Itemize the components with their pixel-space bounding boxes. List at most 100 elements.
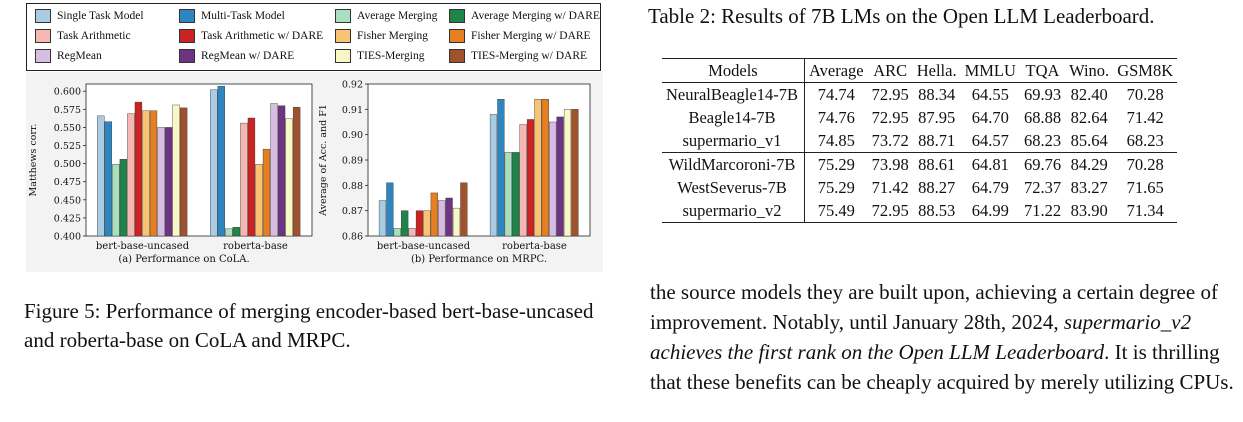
bar-average-merging-bert-base-uncased bbox=[393, 228, 401, 237]
y-tick-label: 0.450 bbox=[54, 195, 81, 206]
cell-wino: 84.29 bbox=[1070, 154, 1108, 174]
y-tick-label: 0.600 bbox=[54, 87, 81, 98]
legend-swatch bbox=[449, 9, 465, 23]
header-gsm8k: GSM8K bbox=[1117, 60, 1174, 80]
bar-multi-task-model-roberta-base bbox=[217, 85, 225, 237]
cell-mmlu: 64.79 bbox=[971, 177, 1009, 197]
cell-gsm8k: 71.42 bbox=[1126, 107, 1164, 127]
bar-average-merging-roberta-base bbox=[225, 228, 233, 237]
header-models: Models bbox=[662, 58, 805, 83]
legend-label: RegMean bbox=[57, 50, 102, 62]
cell-hella: 88.61 bbox=[918, 154, 956, 174]
cell-hella: 88.27 bbox=[918, 177, 956, 197]
bar-regmean-w-dare-bert-base-uncased bbox=[164, 127, 173, 237]
legend-swatch bbox=[335, 9, 351, 23]
header-average: Average bbox=[808, 60, 864, 80]
bar-single-task-model-bert-base-uncased bbox=[97, 115, 105, 237]
cell-tqa: 69.76 bbox=[1023, 154, 1062, 174]
bar-single-task-model-roberta-base bbox=[210, 89, 218, 237]
bar-regmean-w-dare-roberta-base bbox=[556, 116, 564, 237]
bar-ties-merging-w-dare-bert-base-uncased bbox=[179, 107, 188, 237]
bar-regmean-roberta-base bbox=[549, 121, 557, 237]
y-tick-label: 0.88 bbox=[342, 181, 363, 192]
bar-task-arithmetic-roberta-base bbox=[519, 124, 527, 237]
cell-mmlu: 64.57 bbox=[971, 130, 1009, 150]
cell-average: 74.76 bbox=[817, 107, 855, 127]
bar-ties-merging-w-dare-roberta-base bbox=[571, 109, 579, 237]
y-tick-label: 0.425 bbox=[54, 213, 81, 224]
legend-swatch bbox=[35, 9, 51, 23]
table-row: supermario_v1 74.85 73.72 88.71 64.57 68… bbox=[662, 129, 1177, 153]
y-tick-label: 0.550 bbox=[54, 123, 81, 134]
y-axis-label: Average of Acc. and F1 bbox=[318, 104, 329, 217]
legend-label: Multi-Task Model bbox=[201, 10, 285, 22]
legend-entry-multi-task-model: Multi-Task Model bbox=[179, 9, 285, 23]
bar-fisher-merging-roberta-base bbox=[255, 164, 263, 237]
bar-task-arithmetic-w-dare-roberta-base bbox=[247, 117, 256, 237]
y-tick-label: 0.400 bbox=[54, 232, 81, 243]
header-arc: ARC bbox=[873, 60, 908, 80]
bar-task-arithmetic-w-dare-roberta-base bbox=[526, 119, 535, 237]
cell-mmlu: 64.99 bbox=[971, 200, 1009, 220]
figure-caption: Figure 5: Performance of merging encoder… bbox=[24, 299, 594, 352]
cell-tqa: 71.22 bbox=[1023, 200, 1062, 220]
legend-entry-ties-merging: TIES-Merging bbox=[335, 49, 425, 63]
table-header-row: Models Average ARC Hella. MMLU TQA Wino.… bbox=[662, 58, 1178, 83]
cell-average: 75.29 bbox=[817, 154, 855, 174]
legend-entry-fisher-merging-w-dare: Fisher Merging w/ DARE bbox=[449, 29, 591, 43]
bar-task-arithmetic-bert-base-uncased bbox=[408, 228, 416, 237]
bar-fisher-merging-bert-base-uncased bbox=[142, 110, 150, 237]
results-table: Models Average ARC Hella. MMLU TQA Wino.… bbox=[662, 58, 1178, 223]
bar-average-merging-w-dare-bert-base-uncased bbox=[119, 159, 128, 237]
legend-label: Single Task Model bbox=[57, 10, 144, 22]
y-tick-label: 0.475 bbox=[54, 177, 81, 188]
legend-label: Average Merging w/ DARE bbox=[471, 10, 600, 22]
cell-gsm8k: 68.23 bbox=[1126, 130, 1164, 150]
table-row: NeuralBeagle14-7B 74.74 72.95 88.34 64.5… bbox=[662, 82, 1177, 106]
bar-task-arithmetic-bert-base-uncased bbox=[127, 113, 135, 237]
cell-hella: 88.71 bbox=[918, 130, 956, 150]
bar-regmean-w-dare-roberta-base bbox=[277, 105, 286, 237]
cell-wino: 82.40 bbox=[1070, 84, 1108, 104]
legend-entry-average-merging: Average Merging bbox=[335, 9, 437, 23]
table-row: WildMarcoroni-7B 75.29 73.98 88.61 64.81… bbox=[662, 152, 1178, 176]
legend-swatch bbox=[449, 29, 465, 43]
legend-label: Task Arithmetic w/ DARE bbox=[201, 30, 324, 42]
legend-entry-regmean: RegMean bbox=[35, 49, 102, 63]
y-tick-label: 0.90 bbox=[342, 130, 363, 141]
table-row: Beagle14-7B 74.76 72.95 87.95 64.70 68.8… bbox=[662, 106, 1177, 129]
y-tick-label: 0.91 bbox=[342, 105, 363, 116]
bar-fisher-merging-w-dare-roberta-base bbox=[262, 148, 271, 237]
cell-arc: 73.98 bbox=[871, 154, 909, 174]
legend-entry-single-task-model: Single Task Model bbox=[35, 9, 144, 23]
bar-ties-merging-w-dare-roberta-base bbox=[292, 106, 301, 237]
bar-fisher-merging-bert-base-uncased bbox=[423, 210, 431, 237]
cell-wino: 83.90 bbox=[1070, 200, 1108, 220]
cell-average: 75.49 bbox=[817, 200, 855, 220]
bar-task-arithmetic-roberta-base bbox=[240, 122, 248, 237]
cell-gsm8k: 71.65 bbox=[1126, 177, 1164, 197]
legend-label: Average Merging bbox=[357, 10, 438, 22]
y-tick-label: 0.89 bbox=[342, 156, 363, 167]
bar-regmean-roberta-base bbox=[270, 103, 278, 237]
bar-single-task-model-bert-base-uncased bbox=[378, 200, 387, 237]
bar-fisher-merging-roberta-base bbox=[534, 99, 542, 237]
cell-tqa: 72.37 bbox=[1023, 177, 1062, 197]
y-tick-label: 0.86 bbox=[342, 232, 363, 243]
bar-average-merging-roberta-base bbox=[504, 152, 512, 237]
legend-label: Fisher Merging w/ DARE bbox=[471, 30, 591, 42]
cell-arc: 71.42 bbox=[871, 177, 909, 197]
body-paragraph: the source models they are built upon, a… bbox=[650, 277, 1240, 397]
cell-arc: 72.95 bbox=[871, 107, 909, 127]
y-tick-label: 0.92 bbox=[342, 80, 363, 91]
bar-regmean-bert-base-uncased bbox=[157, 127, 165, 237]
subfigure-caption: (b) Performance on MRPC. bbox=[411, 254, 547, 265]
table-row: WestSeverus-7B 75.29 71.42 88.27 64.79 7… bbox=[662, 176, 1177, 199]
model-name: WildMarcoroni-7B bbox=[662, 152, 805, 176]
chart-panel-1: 0.400 0.425 0.450 0.475 0.500 0.525 0.550 0.575… bbox=[28, 83, 313, 265]
bar-task-arithmetic-w-dare-bert-base-uncased bbox=[134, 101, 143, 237]
bar-ties-merging-bert-base-uncased bbox=[172, 104, 180, 237]
cell-wino: 82.64 bbox=[1070, 107, 1108, 127]
legend-entry-ties-merging-w-dare: TIES-Merging w/ DARE bbox=[449, 49, 587, 63]
cell-average: 75.29 bbox=[817, 177, 855, 197]
